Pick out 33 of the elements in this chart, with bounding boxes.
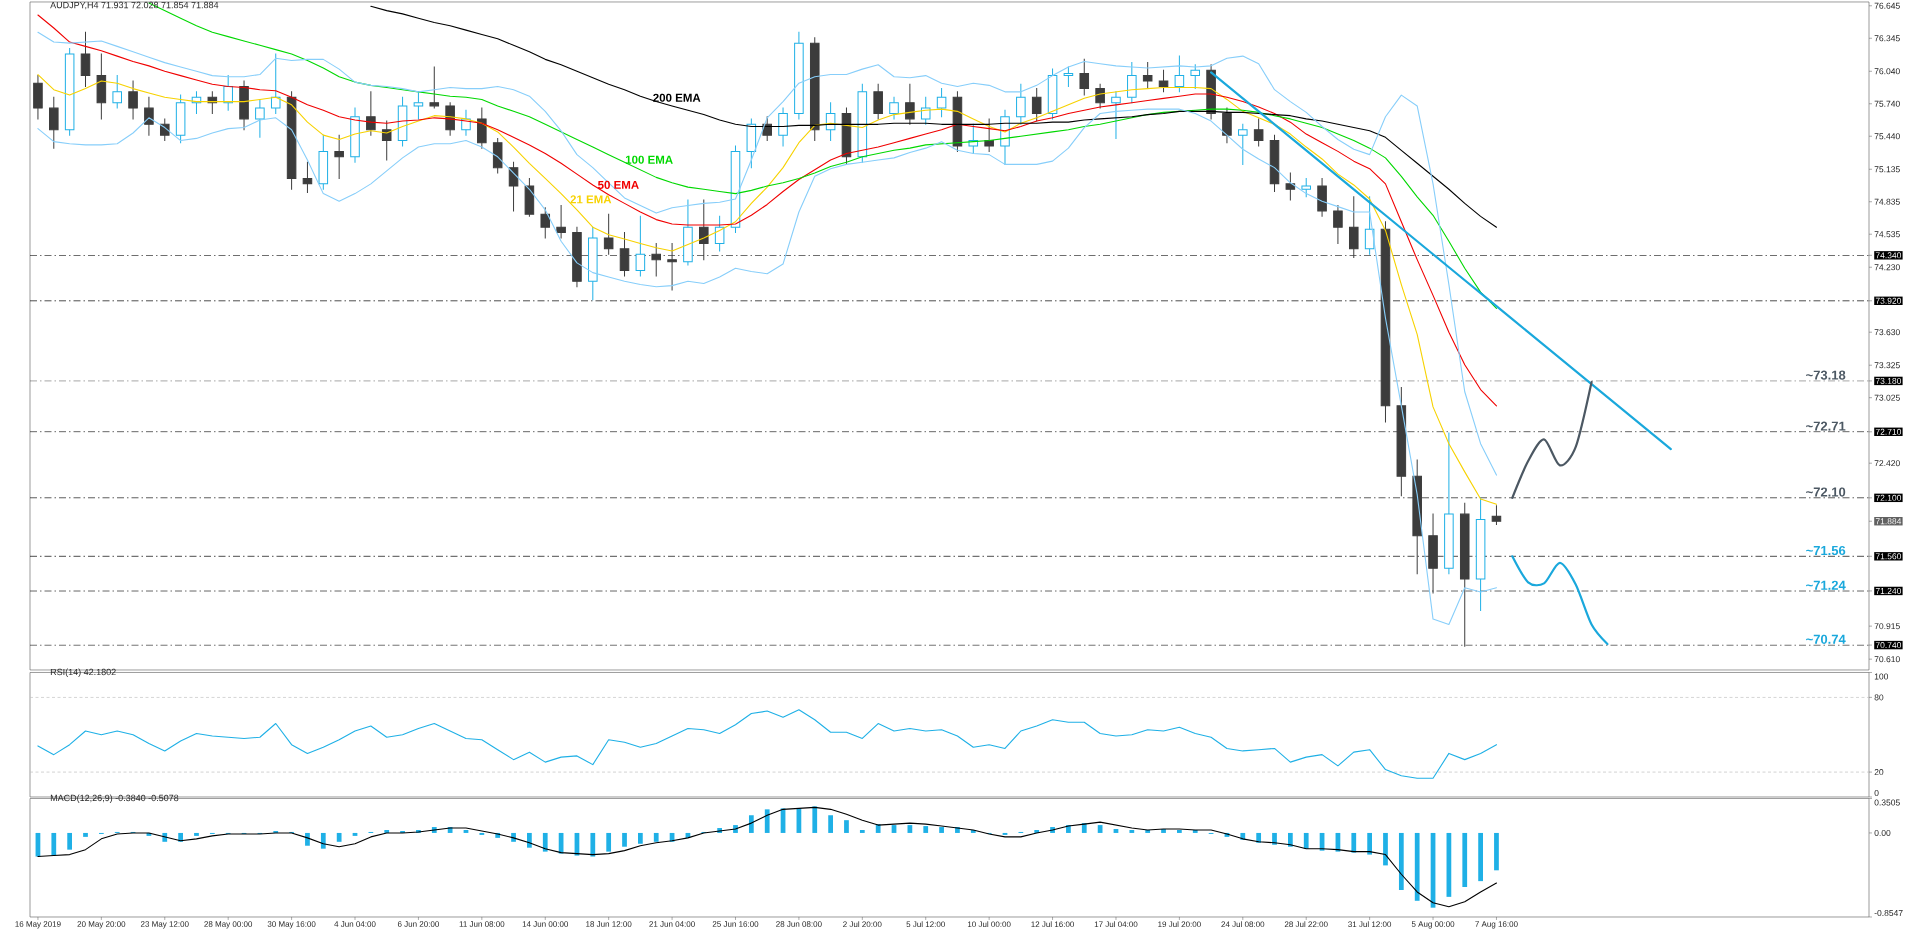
x-tick-label: 14 Jun 00:00 — [522, 921, 569, 927]
x-tick-label: 20 May 20:00 — [77, 921, 126, 929]
chart-title: MACD(12,26,9) -0.3840 -0.5078 — [50, 794, 179, 803]
x-tick-label: 28 Jul 22:00 — [1284, 921, 1328, 928]
y-tick-label: 0.3505 — [1874, 799, 1900, 806]
x-tick-label: 28 May 00:00 — [204, 921, 253, 929]
x-tick-label: 19 Jul 20:00 — [1158, 921, 1201, 928]
y-tick-label: 100 — [1874, 673, 1889, 680]
x-tick-label: 6 Jun 20:00 — [397, 921, 440, 927]
x-tick-label: 7 Aug 16:00 — [1475, 921, 1518, 929]
x-tick-label: 2 Jul 20:00 — [843, 921, 882, 928]
x-tick-label: 5 Aug 00:00 — [1411, 921, 1455, 929]
y-tick-label: 20 — [1874, 769, 1884, 776]
x-tick-label: 25 Jun 16:00 — [712, 921, 759, 927]
x-tick-label: 28 Jun 08:00 — [776, 921, 822, 927]
x-tick-label: 16 May 2019 — [15, 921, 61, 929]
x-tick-label: 11 Jun 08:00 — [459, 921, 505, 927]
x-tick-label: 21 Jun 04:00 — [649, 921, 695, 927]
x-tick-label: 31 Jul 12:00 — [1348, 921, 1392, 928]
x-tick-label: 30 May 16:00 — [267, 921, 316, 929]
x-tick-label: 5 Jul 12:00 — [906, 921, 945, 928]
x-tick-label: 17 Jul 04:00 — [1094, 921, 1138, 928]
x-tick-label: 23 May 12:00 — [140, 921, 189, 929]
y-tick-label: 0 — [1874, 789, 1879, 796]
x-tick-label: 12 Jul 16:00 — [1031, 921, 1075, 928]
y-tick-label: 80 — [1874, 694, 1884, 701]
x-tick-label: 10 Jul 00:00 — [967, 921, 1011, 928]
y-tick-label: -0.8547 — [1874, 909, 1903, 916]
x-tick-label: 18 Jun 12:00 — [586, 921, 632, 927]
x-tick-label: 4 Jun 04:00 — [334, 921, 376, 927]
chart-title: RSI(14) 42.1802 — [50, 668, 116, 677]
y-tick-label: 0.00 — [1874, 829, 1891, 836]
x-tick-label: 24 Jul 08:00 — [1221, 921, 1265, 928]
